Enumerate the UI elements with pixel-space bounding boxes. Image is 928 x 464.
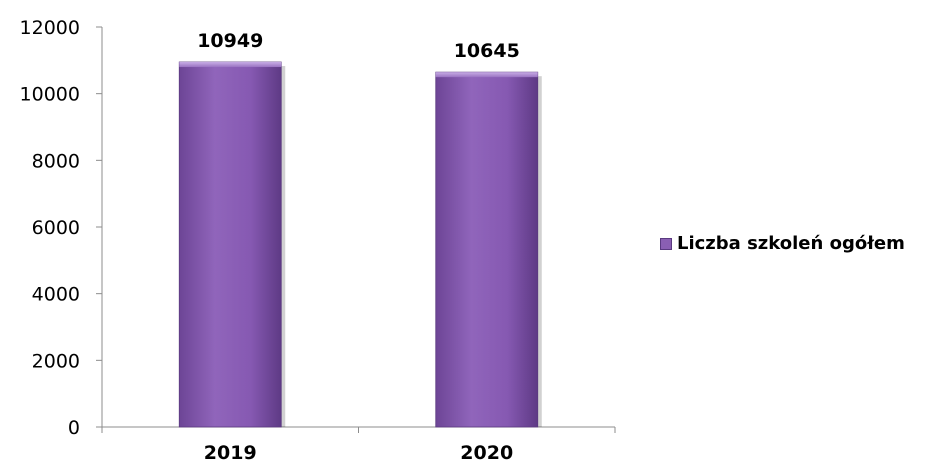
legend: Liczba szkoleń ogółem: [660, 233, 905, 254]
bar-2020: [435, 71, 539, 428]
y-tick-label: 10000: [20, 84, 80, 106]
x-category-label: 2020: [460, 442, 513, 464]
data-label: 10949: [197, 30, 263, 52]
bar-2019: [178, 61, 282, 428]
y-tick-label: 12000: [20, 17, 80, 39]
y-tick-label: 6000: [32, 217, 80, 239]
y-tick-label: 4000: [32, 284, 80, 306]
bar-cap: [435, 72, 538, 78]
data-label: 10645: [454, 40, 520, 62]
y-tick-label: 2000: [32, 350, 80, 372]
y-tick-label: 8000: [32, 150, 80, 172]
y-tick-label: 0: [68, 417, 80, 439]
bar-cap: [179, 62, 282, 68]
legend-swatch: [660, 237, 672, 250]
legend-label: Liczba szkoleń ogółem: [677, 233, 905, 254]
x-category-label: 2019: [204, 442, 257, 464]
